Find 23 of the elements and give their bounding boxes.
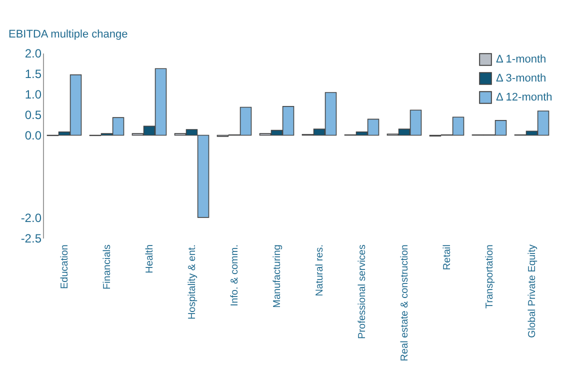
- x-tick-label: Global Private Equity: [526, 244, 538, 338]
- legend-label: Δ 1-month: [496, 54, 546, 66]
- x-tick-label: Education: [59, 244, 70, 289]
- x-tick-label: Retail: [442, 244, 453, 270]
- y-tick-label: 0.0: [24, 128, 42, 143]
- y-tick-label: -2.0: [20, 210, 42, 225]
- x-tick-label: Financials: [102, 244, 113, 290]
- x-tick-label: Natural res.: [314, 244, 326, 296]
- y-tick-label: 1.5: [24, 67, 42, 82]
- y-tick-label: 2.0: [24, 46, 42, 60]
- x-tick-label: Real estate & construction: [399, 244, 410, 362]
- y-tick-label: -2.5: [20, 232, 42, 246]
- x-tick-label: Info. & comm.: [229, 244, 240, 306]
- legend-label: Δ 3-month: [496, 72, 546, 84]
- x-tick-label: Hospitality & ent.: [186, 244, 198, 320]
- legend-label: Δ 12-month: [496, 92, 552, 104]
- y-axis-title: EBITDA multiple change: [8, 28, 128, 40]
- x-tick-label: Manufacturing: [272, 244, 283, 308]
- y-tick-label: 1.0: [24, 88, 42, 102]
- x-tick-label: Health: [144, 244, 156, 274]
- y-tick-label: 0.5: [24, 108, 42, 122]
- x-tick-label: Transportation: [484, 244, 496, 309]
- x-tick-label: Professional services: [356, 244, 368, 339]
